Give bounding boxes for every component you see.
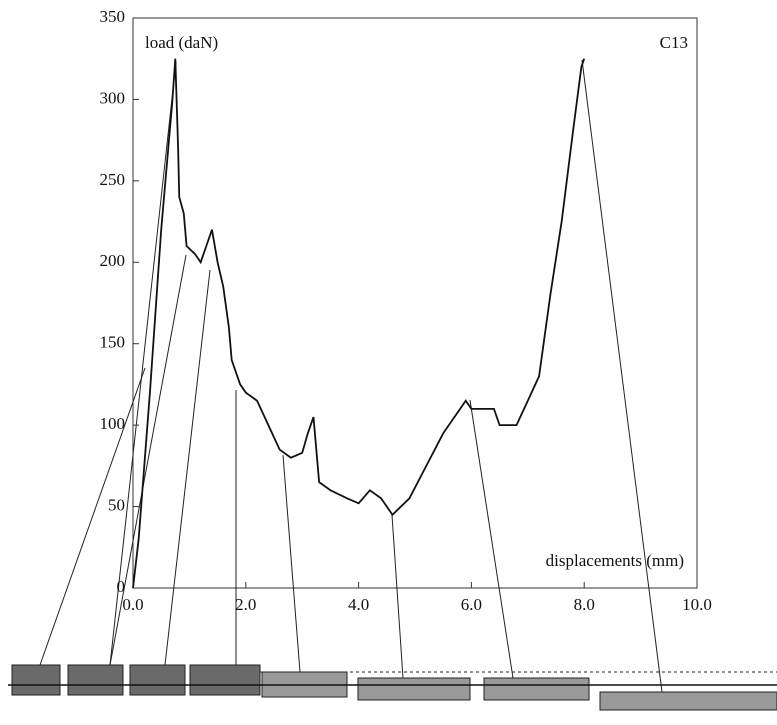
thumbnail bbox=[599, 691, 777, 711]
y-tick-label: 150 bbox=[100, 333, 126, 352]
y-tick-label: 350 bbox=[100, 7, 126, 26]
leader-line bbox=[391, 514, 404, 679]
x-axis-label: displacements (mm) bbox=[546, 551, 684, 570]
x-tick-label: 8.0 bbox=[574, 595, 595, 614]
leader-line bbox=[109, 61, 177, 666]
y-tick-label: 0 bbox=[117, 577, 126, 596]
y-tick-label: 50 bbox=[108, 495, 125, 514]
specimen-label: C13 bbox=[660, 33, 688, 52]
y-tick-label: 100 bbox=[100, 414, 126, 433]
leader-line bbox=[282, 454, 301, 673]
y-tick-label: 300 bbox=[100, 88, 126, 107]
thumbnail bbox=[189, 664, 261, 696]
y-tick-label: 200 bbox=[100, 251, 126, 270]
thumbnail bbox=[129, 664, 186, 696]
leader-line bbox=[109, 254, 187, 666]
leader-line bbox=[469, 399, 514, 679]
y-axis-label: load (daN) bbox=[145, 33, 218, 52]
thumbnail bbox=[483, 677, 590, 701]
x-tick-label: 10.0 bbox=[682, 595, 712, 614]
thumbnail bbox=[357, 677, 471, 701]
thumbnail bbox=[11, 664, 61, 696]
x-tick-label: 6.0 bbox=[461, 595, 482, 614]
leader-line bbox=[581, 59, 663, 693]
x-tick-label: 2.0 bbox=[235, 595, 256, 614]
x-tick-label: 4.0 bbox=[348, 595, 369, 614]
plot-frame bbox=[132, 17, 698, 589]
thumbnail bbox=[67, 664, 124, 696]
y-tick-label: 250 bbox=[100, 170, 126, 189]
thumbnails bbox=[8, 59, 777, 711]
x-tick-label: 0.0 bbox=[122, 595, 143, 614]
leader-line bbox=[39, 367, 146, 666]
leader-line bbox=[164, 269, 211, 666]
load-curve bbox=[132, 58, 586, 589]
